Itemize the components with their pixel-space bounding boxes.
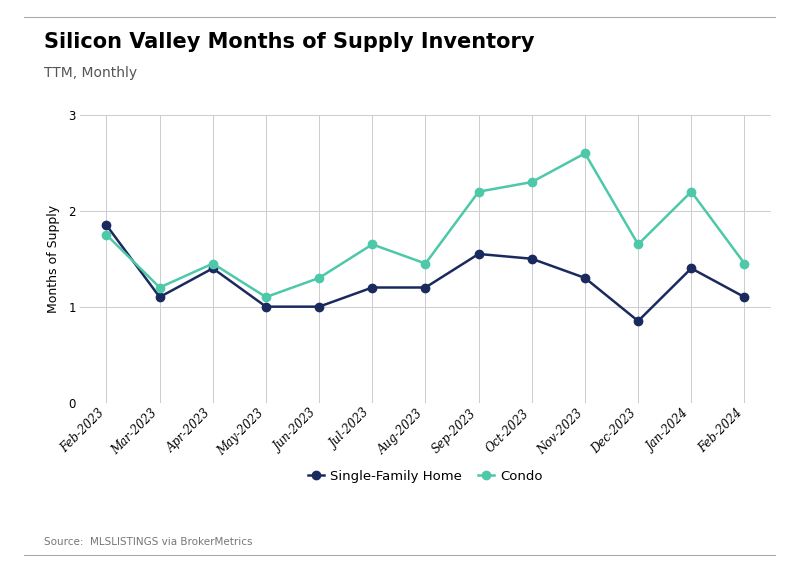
Condo — [580, 150, 590, 157]
Single-Family Home — [208, 265, 217, 272]
Single-Family Home — [740, 294, 749, 301]
Condo — [155, 284, 165, 291]
Single-Family Home — [527, 255, 537, 262]
Single-Family Home — [474, 251, 483, 258]
Single-Family Home — [686, 265, 696, 272]
Single-Family Home — [314, 303, 324, 310]
Condo — [261, 294, 271, 301]
Condo — [634, 241, 643, 248]
Text: Silicon Valley Months of Supply Inventory: Silicon Valley Months of Supply Inventor… — [44, 32, 535, 52]
Condo — [686, 188, 696, 195]
Condo — [740, 260, 749, 267]
Y-axis label: Months of Supply: Months of Supply — [47, 205, 60, 313]
Condo — [208, 260, 217, 267]
Single-Family Home — [634, 317, 643, 324]
Line: Single-Family Home: Single-Family Home — [102, 221, 749, 325]
Single-Family Home — [421, 284, 431, 291]
Line: Condo: Condo — [102, 149, 749, 301]
Condo — [421, 260, 431, 267]
Condo — [314, 274, 324, 281]
Text: TTM, Monthly: TTM, Monthly — [44, 66, 137, 80]
Single-Family Home — [580, 274, 590, 281]
Condo — [474, 188, 483, 195]
Condo — [368, 241, 377, 248]
Single-Family Home — [101, 222, 111, 229]
Single-Family Home — [368, 284, 377, 291]
Text: Source:  MLSLISTINGS via BrokerMetrics: Source: MLSLISTINGS via BrokerMetrics — [44, 538, 252, 547]
Legend: Single-Family Home, Condo: Single-Family Home, Condo — [303, 465, 548, 488]
Condo — [527, 179, 537, 186]
Single-Family Home — [155, 294, 165, 301]
Condo — [101, 231, 111, 238]
Single-Family Home — [261, 303, 271, 310]
